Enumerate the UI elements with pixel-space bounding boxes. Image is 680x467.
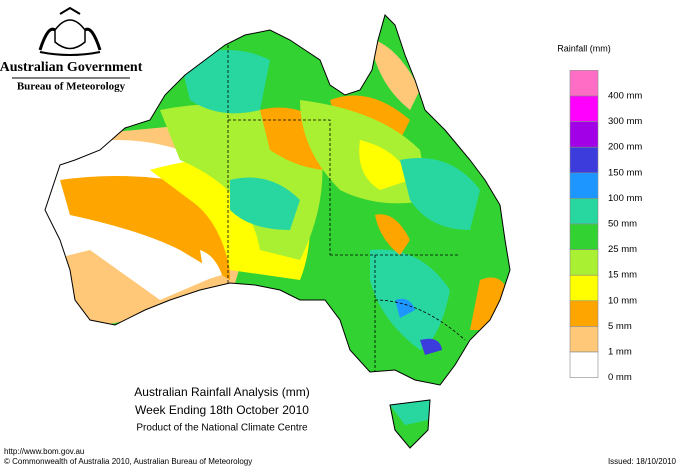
map-period: Week Ending 18th October 2010 bbox=[135, 403, 309, 417]
legend-label: 5 mm bbox=[608, 321, 632, 332]
legend-swatch bbox=[569, 351, 599, 378]
map-producer: Product of the National Climate Centre bbox=[136, 423, 308, 434]
legend-label: 400 mm bbox=[608, 91, 642, 102]
legend-title: Rainfall (mm) bbox=[557, 43, 611, 53]
legend: 400 mm 300 mm 200 mm 150 mm 100 mm 50 mm 25 mm… bbox=[569, 70, 642, 383]
legend-label: 1 mm bbox=[608, 347, 632, 358]
state-borders bbox=[227, 45, 466, 372]
map-title: Australian Rainfall Analysis (mm) bbox=[134, 385, 309, 399]
tasmania-coast bbox=[389, 399, 431, 449]
legend-label: 150 mm bbox=[608, 167, 642, 178]
legend-swatch bbox=[569, 95, 599, 122]
legend-swatch bbox=[569, 70, 599, 97]
legend-swatch bbox=[569, 300, 599, 327]
legend-label: 100 mm bbox=[608, 193, 642, 204]
legend-swatch bbox=[569, 326, 599, 353]
government-name: Australian Government bbox=[0, 60, 143, 75]
footer-issued: Issued: 18/10/2010 bbox=[608, 457, 677, 466]
legend-label: 0 mm bbox=[608, 372, 632, 383]
legend-swatch bbox=[569, 249, 599, 276]
legend-label: 10 mm bbox=[608, 295, 637, 306]
footer-copyright: © Commonwealth of Australia 2010, Austra… bbox=[4, 457, 252, 466]
footer-url: http://www.bom.gov.au bbox=[4, 447, 84, 456]
legend-label: 50 mm bbox=[608, 219, 637, 230]
legend-swatch bbox=[569, 121, 599, 148]
legend-swatch bbox=[569, 274, 599, 302]
legend-swatch bbox=[569, 198, 599, 225]
agency-name: Bureau of Meteorology bbox=[17, 81, 126, 93]
legend-label: 15 mm bbox=[608, 270, 637, 281]
legend-label: 200 mm bbox=[608, 142, 642, 153]
legend-label: 300 mm bbox=[608, 116, 642, 127]
legend-swatch bbox=[569, 146, 599, 174]
logo bbox=[38, 6, 102, 56]
legend-swatch bbox=[569, 172, 599, 199]
legend-label: 25 mm bbox=[608, 244, 637, 255]
legend-swatch bbox=[569, 223, 599, 250]
